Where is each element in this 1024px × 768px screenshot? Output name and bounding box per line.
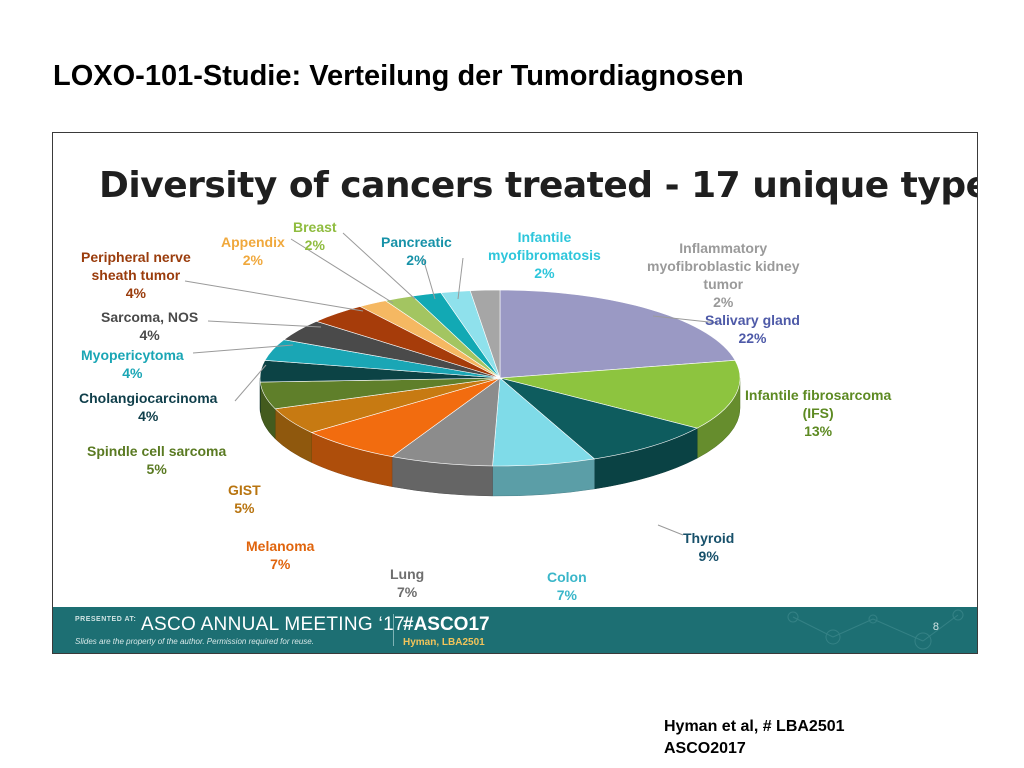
slice-label-myopericytoma: Myopericytoma 4%: [81, 346, 184, 382]
leader-line-11: [184, 280, 364, 312]
slice-label-melanoma: Melanoma 7%: [246, 537, 314, 573]
slice-label-line: Thyroid: [683, 530, 735, 546]
footer-divider: [393, 614, 394, 646]
slice-label-line: 4%: [122, 365, 143, 381]
slice-label-line: Sarcoma, NOS: [101, 309, 199, 325]
leader-line-14: [422, 257, 436, 300]
slice-label-line: 2%: [406, 252, 427, 268]
slice-label-line: Inflammatory: [679, 240, 768, 256]
slice-label-appendix: Appendix 2%: [221, 233, 285, 269]
disclaimer-text: Slides are the property of the author. P…: [75, 637, 314, 646]
slice-label-line: Myopericytoma: [81, 347, 184, 363]
citation: Hyman et al, # LBA2501 ASCO2017: [664, 716, 845, 760]
page-number: 8: [932, 621, 939, 633]
leader-line-2: [657, 524, 684, 536]
slice-label-line: Infantile fibrosarcoma: [745, 387, 892, 403]
slice-label-line: 7%: [396, 584, 418, 600]
pie-slice-melanoma: [310, 377, 501, 457]
slice-label-thyroid: Thyroid 9%: [683, 529, 734, 565]
slice-label-line: 5%: [146, 461, 167, 477]
slice-label-line: Breast: [293, 219, 337, 235]
meeting-name: ASCO ANNUAL MEETING ‘17: [141, 614, 405, 635]
pie-slice-infantile-fibrosarcoma-ifs-: [499, 360, 741, 429]
leader-line-15: [457, 257, 464, 300]
slice-label-line: 2%: [534, 265, 555, 281]
slice-label-line: 4%: [125, 285, 146, 301]
leader-line-9: [192, 344, 294, 354]
leader-lines: [184, 232, 719, 536]
slice-label-line: 7%: [270, 556, 291, 572]
slice-label-gist: GIST 5%: [228, 481, 261, 517]
molecule-decoration: [787, 609, 964, 650]
slice-label-line: 2%: [713, 294, 734, 310]
slice-label-breast: Breast 2%: [293, 218, 337, 254]
pie-side-walls: [259, 377, 741, 497]
slice-label-line: 5%: [234, 500, 255, 516]
slice-label-line: 22%: [738, 330, 767, 346]
citation-line-1: Hyman et al, # LBA2501: [664, 718, 845, 735]
slice-label-pancreatic: Pancreatic 2%: [381, 233, 452, 269]
slice-label-line: myofibromatosis: [488, 247, 601, 263]
slice-label-salivary-gland: Salivary gland 22%: [705, 311, 800, 347]
leader-line-8: [234, 364, 267, 402]
pie-slice-lung: [391, 377, 501, 467]
abstract-reference: Hyman, LBA2501: [403, 637, 485, 648]
slice-label-line: Salivary gland: [705, 312, 800, 328]
slice-label-spindle-cell-sarcoma: Spindle cell sarcoma 5%: [87, 442, 226, 478]
slice-label-peripheral-nerve-sheath-tumor: Peripheral nerve sheath tumor 4%: [81, 248, 191, 302]
slice-label-line: 2%: [242, 252, 263, 268]
slice-label-line: 4%: [139, 327, 160, 343]
chart-title: Diversity of cancers treated - 17 unique…: [99, 165, 978, 206]
leader-line-10: [207, 320, 322, 328]
slice-label-line: Melanoma: [246, 538, 315, 554]
slice-label-line: Pancreatic: [381, 234, 452, 250]
slice-label-line: GIST: [228, 482, 261, 498]
slice-label-line: Appendix: [221, 234, 285, 250]
slice-label-line: 13%: [804, 423, 833, 439]
slice-label-line: Spindle cell sarcoma: [87, 443, 227, 459]
slice-label-line: myofibroblastic kidney: [647, 258, 800, 274]
leader-line-13: [342, 232, 416, 300]
slice-label-cholangiocarcinoma: Cholangiocarcinoma 4%: [79, 389, 217, 425]
slice-label-line: Cholangiocarcinoma: [79, 390, 218, 406]
slice-label-line: 9%: [698, 548, 719, 564]
slice-label-infantile-fibrosarcoma-ifs-: Infantile fibrosarcoma (IFS) 13%: [745, 386, 891, 440]
hashtag: #ASCO17: [403, 614, 490, 635]
slice-label-line: 2%: [304, 237, 325, 253]
slice-label-line: Colon: [547, 569, 587, 585]
pie-slice-thyroid: [499, 377, 699, 460]
slice-label-sarcoma-nos: Sarcoma, NOS 4%: [101, 308, 198, 344]
pie-slice-inflammatory-myofibroblastic-kidney-tumor: [469, 289, 501, 379]
slice-label-infantile-myofibromatosis: Infantile myofibromatosis 2%: [488, 228, 601, 282]
chart-panel: Diversity of cancers treated - 17 unique…: [52, 132, 978, 654]
pie-slice-colon: [492, 377, 596, 467]
slice-label-line: (IFS): [802, 405, 834, 421]
slice-label-line: Infantile: [517, 229, 572, 245]
pie-slices: [259, 289, 741, 467]
presented-at-label: PRESENTED AT:: [75, 616, 137, 623]
slice-label-line: tumor: [703, 276, 744, 292]
slide-title: LOXO-101-Studie: Verteilung der Tumordia…: [53, 60, 744, 92]
leader-line-0: [652, 315, 719, 324]
citation-line-2: ASCO2017: [664, 740, 746, 757]
slice-label-inflammatory-myofibroblastic-kidney-tumor: Inflammatory myofibroblastic kidney tumor 2…: [647, 239, 799, 311]
slice-label-colon: Colon 7%: [547, 568, 587, 604]
slice-label-line: Peripheral nerve: [81, 249, 191, 265]
leader-line-12: [290, 238, 394, 304]
slice-label-lung: Lung 7%: [390, 565, 424, 601]
slice-label-line: 4%: [138, 408, 159, 424]
pie-slice-salivary-gland: [499, 289, 736, 379]
slice-label-line: sheath tumor: [91, 267, 181, 283]
slice-label-line: Lung: [390, 566, 425, 582]
pie-chart: [184, 232, 741, 536]
footer-band: PRESENTED AT: ASCO ANNUAL MEETING ‘17 Sl…: [53, 607, 977, 653]
slice-label-line: 7%: [556, 587, 577, 603]
